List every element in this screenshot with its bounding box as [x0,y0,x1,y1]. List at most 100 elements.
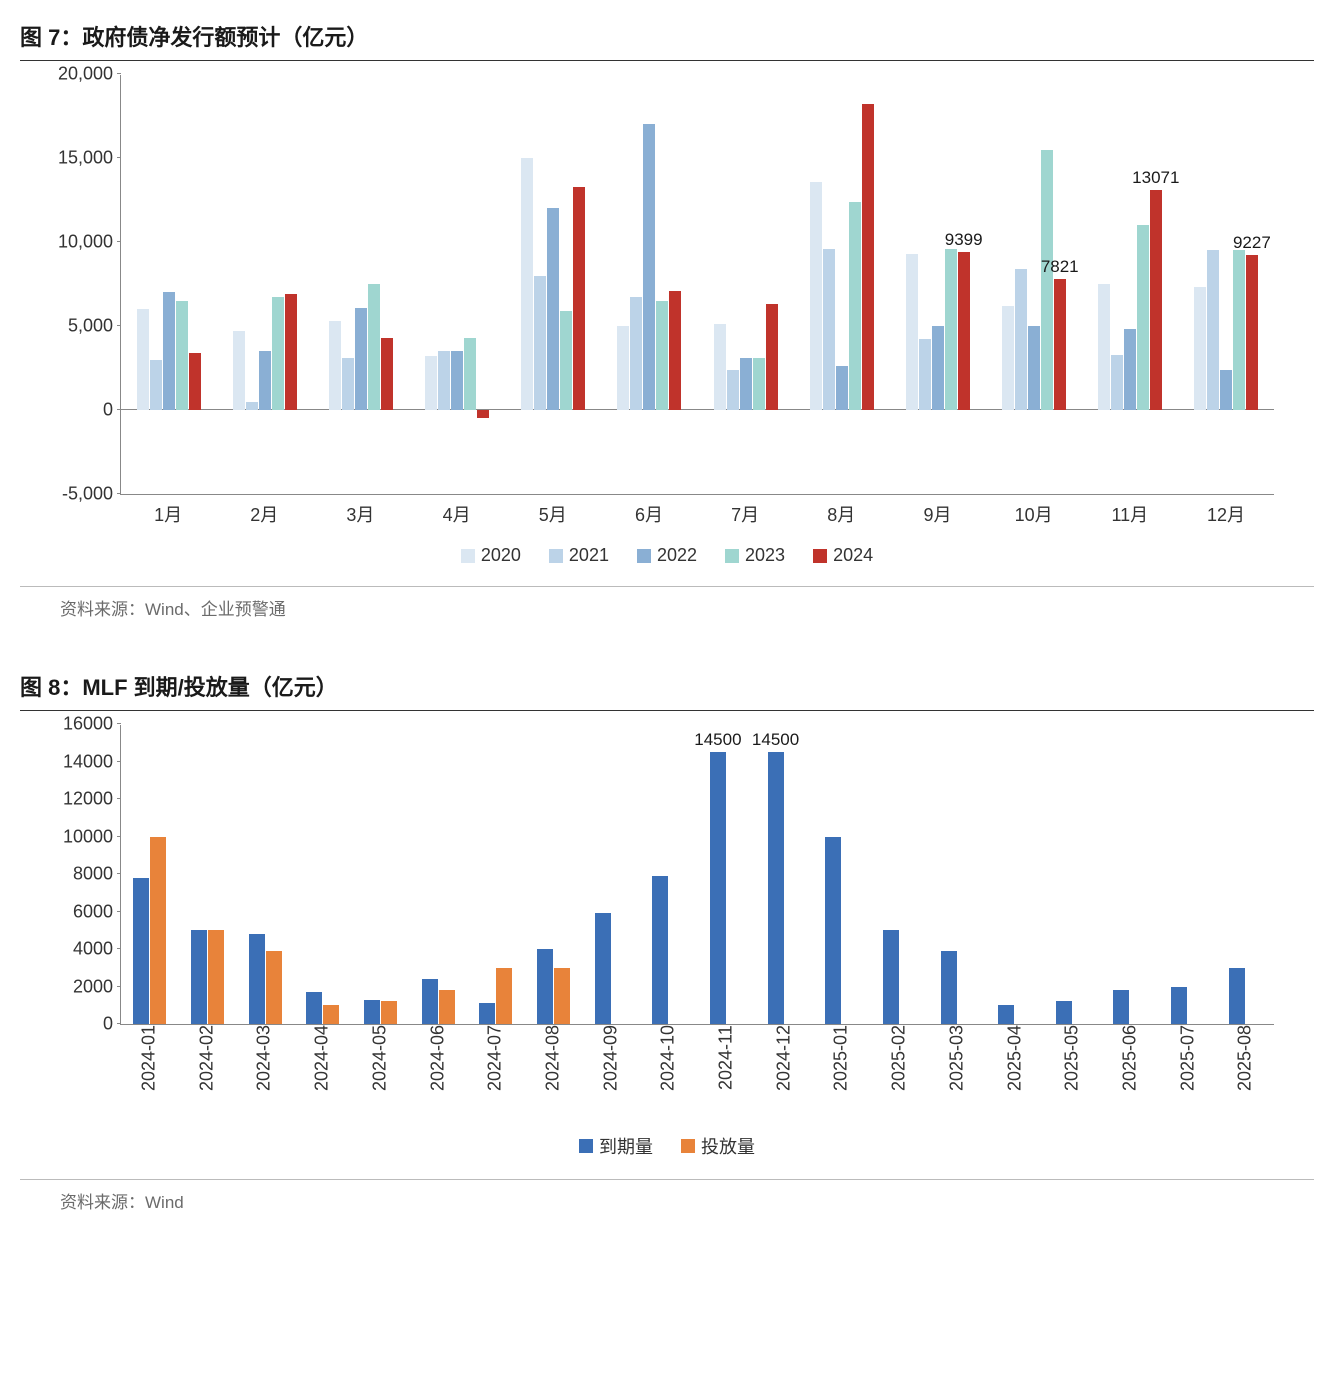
bar [656,301,668,410]
bar-value-label: 14500 [694,730,741,752]
bar [998,1005,1014,1024]
bar [617,326,629,410]
figure-8-chart: 0200040006000800010000120001400016000145… [20,715,1314,1169]
bar-group: 14500 [755,725,813,1024]
bar-value-label: 7821 [1041,257,1079,279]
bar [163,292,175,410]
bar [1137,225,1149,410]
bar [766,304,778,410]
bar [823,249,835,410]
bar [1207,250,1219,410]
bar [451,351,463,410]
bar [1220,370,1232,410]
legend-item: 投放量 [681,1133,755,1159]
bar [547,208,559,410]
ytick-label: 16000 [63,714,121,735]
bar [342,358,354,410]
xtick-label: 9月 [889,495,985,527]
bar [652,876,668,1024]
legend-label: 投放量 [701,1133,755,1159]
bar-group: 7821 [986,75,1082,494]
ytick-label: 0 [103,400,121,421]
bar [537,949,553,1024]
bar [810,182,822,410]
bar-group: 9399 [890,75,986,494]
xtick-label: 2024-06 [409,1025,467,1115]
bar: 7821 [1054,279,1066,410]
xtick-label: 2025-06 [1101,1025,1159,1115]
xtick-label: 2024-04 [293,1025,351,1115]
xtick-label: 11月 [1082,495,1178,527]
bar-group [525,725,583,1024]
bar [1056,1001,1072,1024]
bar-group [409,725,467,1024]
bar [630,297,642,410]
xtick-label: 3月 [312,495,408,527]
bar [1015,269,1027,410]
bar [323,1005,339,1024]
figure-8-xaxis: 2024-012024-022024-032024-042024-052024-… [120,1025,1274,1115]
bar [669,291,681,410]
xtick-label: 6月 [601,495,697,527]
xtick-label: 2024-02 [178,1025,236,1115]
bar-group [601,75,697,494]
bar [1028,326,1040,410]
bar-group [121,75,217,494]
bar-group [294,725,352,1024]
bar [1113,990,1129,1024]
bar [150,360,162,410]
figure-8-legend: 到期量投放量 [40,1133,1294,1159]
ytick-label: -5,000 [62,484,121,505]
ytick-label: 14000 [63,751,121,772]
legend-label: 2021 [569,545,609,566]
bar [521,158,533,410]
bar-value-label: 9399 [945,230,983,252]
bar-group: 13071 [1082,75,1178,494]
xtick-label: 2024-01 [120,1025,178,1115]
bar [137,309,149,410]
bar [464,338,476,410]
figure-7-chart: -5,00005,00010,00015,00020,0009399782113… [20,65,1314,576]
bar [425,356,437,410]
bar [368,284,380,410]
ytick-label: 6000 [73,901,121,922]
xtick-label: 12月 [1178,495,1274,527]
ytick-label: 15,000 [58,148,121,169]
legend-swatch [579,1139,593,1153]
bar [753,358,765,410]
bar [150,837,166,1024]
bar [554,968,570,1024]
xtick-label: 2024-11 [697,1025,755,1115]
bar [1229,968,1245,1024]
bar-group [217,75,313,494]
xtick-label: 2025-02 [870,1025,928,1115]
figure-7-legend: 20202021202220232024 [40,545,1294,566]
bar-group: 14500 [698,725,756,1024]
bar-group [121,725,179,1024]
bar [285,294,297,410]
bar [496,968,512,1024]
ytick-label: 8000 [73,864,121,885]
figure-7-plot-area: -5,00005,00010,00015,00020,0009399782113… [120,75,1274,495]
bar: 9399 [958,252,970,410]
bar [381,1001,397,1024]
bar [422,979,438,1024]
bar [477,410,489,418]
bar [1233,250,1245,410]
bar [306,992,322,1024]
bar [364,1000,380,1024]
bar [208,930,224,1024]
bar [1041,150,1053,410]
bar-group [1216,725,1274,1024]
xtick-label: 2024-05 [351,1025,409,1115]
xtick-label: 1月 [120,495,216,527]
xtick-label: 4月 [409,495,505,527]
bar-group [813,725,871,1024]
ytick-label: 10,000 [58,232,121,253]
figure-8-title: 图 8：MLF 到期/投放量（亿元） [20,670,1314,711]
xtick-label: 2024-08 [524,1025,582,1115]
bar-group [505,75,601,494]
bar-group [986,725,1044,1024]
ytick-label: 10000 [63,826,121,847]
bar-group [794,75,890,494]
